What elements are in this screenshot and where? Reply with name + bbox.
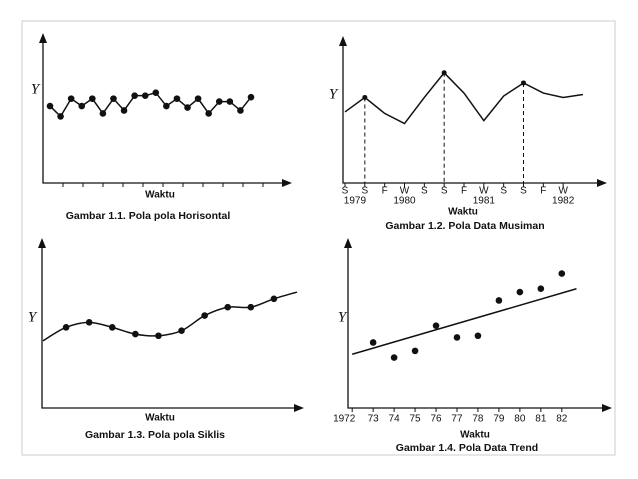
x-axis-label: Waktu xyxy=(145,413,175,424)
y-axis-label: Y xyxy=(329,86,339,102)
x-tick-label: F xyxy=(461,186,467,197)
y-axis-label: Y xyxy=(28,309,38,325)
axes xyxy=(41,244,298,409)
marker xyxy=(441,70,447,76)
x-tick-label: 80 xyxy=(514,414,526,425)
arrow xyxy=(38,238,46,248)
x-tick-label: 78 xyxy=(472,414,484,425)
marker xyxy=(67,95,75,102)
marker xyxy=(205,110,212,117)
marker xyxy=(201,312,208,319)
year-label: 1980 xyxy=(393,196,416,207)
marker xyxy=(163,102,170,110)
marker xyxy=(131,92,138,99)
x-tick-label: 77 xyxy=(451,414,463,425)
year-label: 1982 xyxy=(552,196,575,207)
marker xyxy=(132,330,139,338)
x-tick-label: 76 xyxy=(430,414,442,425)
point xyxy=(369,339,377,346)
x-tick-label: F xyxy=(382,186,388,197)
x-tick-label: 81 xyxy=(535,414,547,425)
marker xyxy=(89,95,96,102)
x-tick-label: S xyxy=(342,186,349,197)
marker xyxy=(362,94,368,100)
x-tick-label: 75 xyxy=(410,414,422,425)
trend-line xyxy=(351,288,577,355)
arrow xyxy=(294,404,304,412)
marker xyxy=(141,92,149,99)
marker xyxy=(247,303,255,311)
x-tick-label: W xyxy=(400,186,410,197)
year-label: 1979 xyxy=(344,196,367,207)
x-tick-label: W xyxy=(558,186,568,197)
axes xyxy=(42,39,286,184)
point xyxy=(432,322,440,329)
x-tick-label: 73 xyxy=(368,414,380,425)
marker xyxy=(194,95,202,102)
x-tick-label: 74 xyxy=(389,414,401,425)
line xyxy=(344,71,584,125)
x-tick-label: W xyxy=(479,186,489,197)
marker xyxy=(85,319,93,326)
marker xyxy=(99,110,107,117)
axes xyxy=(342,42,601,184)
x-tick-label: 82 xyxy=(556,414,568,425)
point xyxy=(558,270,566,277)
marker xyxy=(521,80,526,86)
point xyxy=(390,354,398,361)
marker xyxy=(62,324,70,331)
chart-title: Gambar 1.4. Pola Data Trend xyxy=(396,442,538,454)
point xyxy=(411,347,419,355)
x-tick-label: 79 xyxy=(493,414,505,425)
marker xyxy=(184,104,191,111)
arrow xyxy=(602,404,612,412)
marker xyxy=(226,98,234,105)
marker xyxy=(215,98,223,105)
marker xyxy=(152,89,160,97)
x-axis-label: Waktu xyxy=(145,190,175,201)
y-axis-label: Y xyxy=(31,81,41,97)
x-axis-label: Waktu xyxy=(460,430,490,441)
arrow xyxy=(597,179,607,187)
marker xyxy=(224,303,232,311)
x-axis-label: Waktu xyxy=(448,207,478,218)
marker xyxy=(237,107,244,114)
point xyxy=(537,285,545,293)
point xyxy=(474,332,482,340)
marker xyxy=(173,95,181,102)
x-tick-label: S xyxy=(361,186,368,197)
marker xyxy=(155,332,162,340)
x-tick-label: S xyxy=(441,186,448,197)
marker xyxy=(178,327,185,335)
arrow xyxy=(339,36,347,46)
marker xyxy=(108,324,116,331)
y-axis-label: Y xyxy=(338,309,348,325)
arrow xyxy=(282,179,292,187)
arrow xyxy=(39,33,47,43)
year-label: 1981 xyxy=(473,196,496,207)
chart-title: Gambar 1.2. Pola Data Musiman xyxy=(385,220,544,232)
frame xyxy=(21,20,616,456)
marker xyxy=(247,93,255,101)
x-tick-label: F xyxy=(540,186,546,197)
marker xyxy=(46,102,54,110)
marker xyxy=(270,295,278,303)
marker xyxy=(78,102,86,110)
chart-title: Gambar 1.3. Pola pola Siklis xyxy=(85,429,225,441)
point xyxy=(495,297,503,304)
marker xyxy=(110,95,117,102)
arrow xyxy=(344,238,352,248)
marker xyxy=(57,113,64,120)
point xyxy=(453,334,461,341)
x-tick-label: S xyxy=(520,186,527,197)
point xyxy=(516,288,524,296)
x-tick-label: S xyxy=(421,186,428,197)
marker xyxy=(120,107,128,114)
x-tick-label: S xyxy=(500,186,507,197)
chart-title: Gambar 1.1. Pola pola Horisontal xyxy=(66,210,231,222)
x-tick-label: 1972 xyxy=(333,414,356,425)
